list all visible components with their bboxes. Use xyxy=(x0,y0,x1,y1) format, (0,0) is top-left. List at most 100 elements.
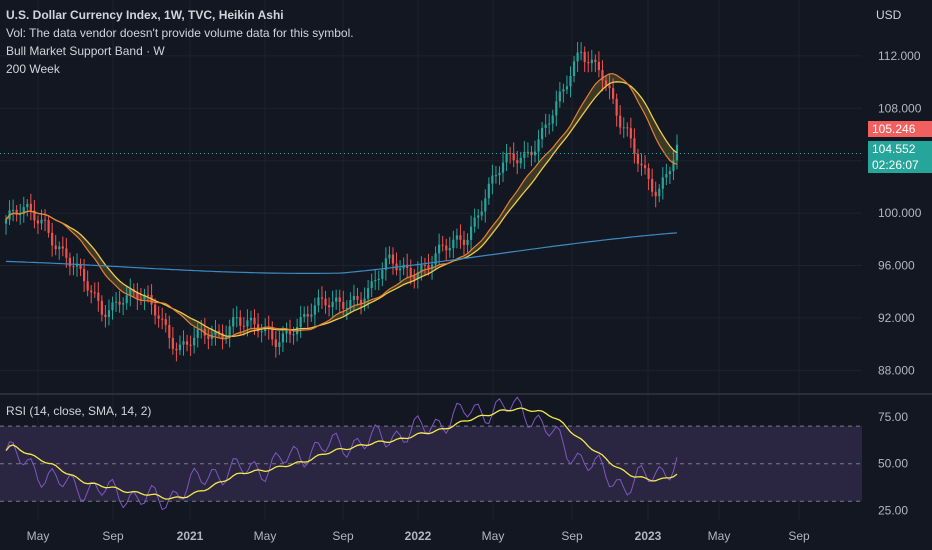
candle xyxy=(203,328,206,336)
candle xyxy=(445,245,448,251)
candle xyxy=(629,128,632,139)
candle xyxy=(601,70,604,81)
candle xyxy=(193,337,196,346)
time-tick: May xyxy=(254,529,277,543)
time-tick: 2021 xyxy=(177,529,204,543)
time-tick: May xyxy=(482,529,505,543)
candle xyxy=(40,219,43,224)
candle xyxy=(391,254,395,264)
candle xyxy=(200,328,203,330)
candle xyxy=(622,127,625,129)
rsi-band xyxy=(0,426,862,502)
candle xyxy=(58,246,61,250)
candle xyxy=(246,320,249,327)
candle xyxy=(75,263,79,267)
candle xyxy=(207,335,210,339)
candle xyxy=(409,267,412,277)
candle xyxy=(331,301,334,308)
sma-line xyxy=(5,81,678,338)
candle xyxy=(370,281,373,289)
price-tick: 108.000 xyxy=(878,101,922,115)
candle xyxy=(281,333,285,343)
candle xyxy=(501,162,505,173)
candle xyxy=(335,297,338,302)
candle xyxy=(540,127,544,140)
candle xyxy=(15,209,18,215)
candle xyxy=(288,330,292,335)
support-band-fill xyxy=(6,73,677,339)
candle xyxy=(526,151,529,153)
sma-price-badge: 105.246 xyxy=(868,121,932,137)
candle xyxy=(487,183,490,199)
candle xyxy=(615,98,618,116)
symbol-title[interactable]: U.S. Dollar Currency Index, 1W, TVC, Hei… xyxy=(6,8,284,22)
candle xyxy=(455,235,458,240)
candle xyxy=(306,314,309,317)
time-tick: May xyxy=(27,529,50,543)
candle xyxy=(643,165,647,169)
rsi-legend: RSI (14, close, SMA, 14, 2) xyxy=(6,402,151,420)
candle xyxy=(292,334,295,336)
candle xyxy=(537,139,540,152)
time-tick: Sep xyxy=(788,529,810,543)
price-tick: 88.000 xyxy=(878,363,915,377)
candle xyxy=(253,317,256,325)
candle xyxy=(462,239,466,245)
candle xyxy=(221,333,224,339)
candle xyxy=(196,329,199,338)
candle xyxy=(587,62,590,64)
candle xyxy=(636,153,640,164)
candle xyxy=(79,263,82,269)
indicator-200-week[interactable]: 200 Week xyxy=(6,62,60,76)
candle xyxy=(271,328,274,340)
candle xyxy=(12,209,15,211)
candle xyxy=(640,163,643,166)
candle xyxy=(29,203,32,211)
candle xyxy=(86,281,89,291)
candle xyxy=(278,342,281,348)
candle xyxy=(423,264,427,266)
candle xyxy=(473,217,476,227)
candle xyxy=(583,51,586,63)
candle xyxy=(533,151,537,156)
candle xyxy=(217,330,221,334)
currency-label[interactable]: USD xyxy=(876,8,902,22)
indicator-support-band[interactable]: Bull Market Support Band · W xyxy=(6,44,165,58)
candle xyxy=(327,305,331,308)
candle xyxy=(185,341,189,345)
candle xyxy=(626,127,629,129)
candle xyxy=(548,123,551,125)
candle xyxy=(388,254,391,259)
candle xyxy=(668,171,671,175)
time-tick: Sep xyxy=(332,529,354,543)
rsi-label[interactable]: RSI (14, close, SMA, 14, 2) xyxy=(6,404,152,418)
candle xyxy=(572,61,576,77)
candle xyxy=(438,244,441,254)
candle xyxy=(161,318,164,320)
candle xyxy=(317,297,320,306)
candle xyxy=(136,292,139,299)
candle xyxy=(555,101,558,116)
candle xyxy=(367,288,370,299)
candle xyxy=(459,235,462,240)
candle xyxy=(68,257,72,267)
candle xyxy=(398,268,402,271)
candle xyxy=(516,160,519,164)
candle xyxy=(338,297,341,302)
candle xyxy=(299,317,302,328)
candle xyxy=(590,59,593,64)
candle xyxy=(242,325,245,327)
candle xyxy=(352,295,356,300)
candle xyxy=(157,315,160,319)
candle xyxy=(43,219,47,221)
candle xyxy=(544,124,547,128)
candle xyxy=(448,247,451,251)
candle xyxy=(225,336,228,339)
candle xyxy=(480,211,483,216)
rsi-tick: 75.00 xyxy=(878,410,908,424)
candle xyxy=(420,264,423,273)
candle xyxy=(594,59,597,62)
candle xyxy=(303,314,306,318)
candle xyxy=(171,337,174,349)
